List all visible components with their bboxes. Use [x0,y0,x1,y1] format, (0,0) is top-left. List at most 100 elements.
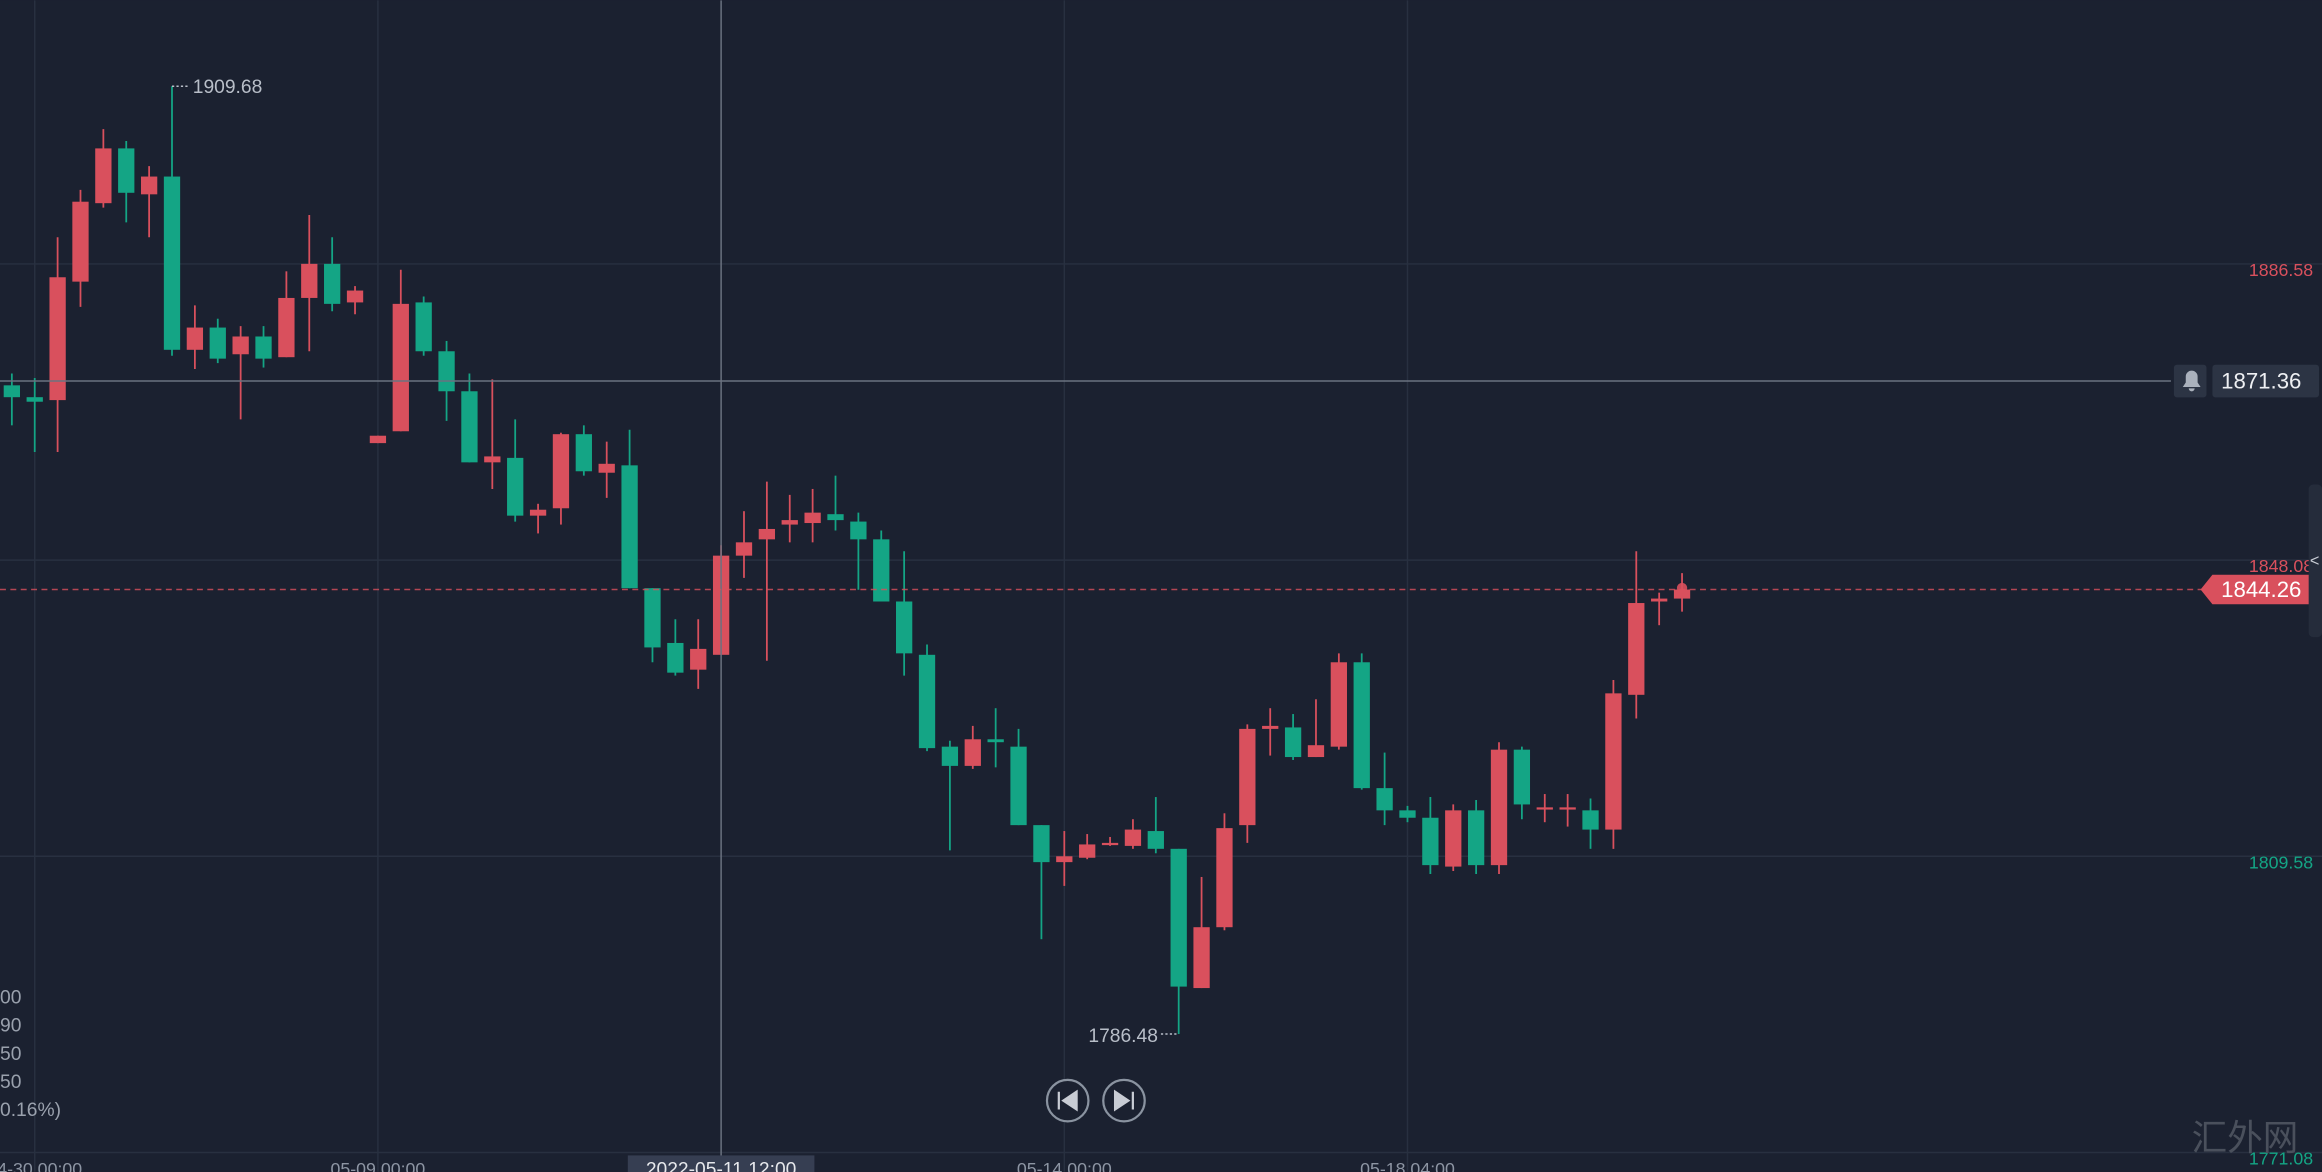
candle-body [1422,817,1439,866]
candle-body [49,277,66,401]
candle-body [1673,589,1691,599]
last-price-dot [1676,582,1688,594]
last-price-tag [2200,574,2312,605]
x-tick-label: 04-30 00:00 [0,1159,82,1172]
candle-body [873,539,890,602]
candle-body [1513,749,1531,805]
candle-body [758,528,776,540]
candle-body [255,336,272,359]
candle-body [1399,810,1416,818]
candle-body [209,327,226,359]
candle-body [1353,662,1370,789]
x-tick-label: 05-14 00:00 [1017,1159,1112,1172]
candle-body [301,263,318,298]
candle-body [140,176,158,195]
candle-body [1079,844,1096,858]
candle-body [232,336,249,355]
candle-body [827,514,844,521]
candle-body [598,463,615,473]
low-label: 1786.48 [1088,1026,1158,1047]
candle-body [186,327,204,350]
candle-body [278,297,295,358]
candle-body [1490,749,1508,866]
candle-body [552,434,570,509]
candle-body [850,521,867,540]
high-label: 1909.68 [193,77,263,98]
candle-body [392,303,409,432]
crosshair-x-label-box [627,1155,815,1172]
candle-body [1376,788,1393,811]
candle-body [1010,746,1027,826]
y-tick-label: 1771.08 [2249,1149,2313,1169]
candle-body [735,542,753,556]
candle-body [964,739,981,766]
candle-body [3,385,20,398]
candle-body [1101,842,1119,846]
watermark: 汇外网 [2192,1118,2299,1158]
candle-body [1330,662,1347,747]
candle-body [690,648,707,670]
candle-body [118,148,135,193]
candle-body [415,302,432,352]
crosshair-y-label-box [2212,364,2320,398]
candle-body [1605,693,1622,830]
candle-body [1536,807,1553,810]
y-tick-label: 1809.58 [2249,852,2313,872]
legend-fragment: 50 [0,1072,21,1093]
candle-body [781,520,798,525]
candle-body [1445,810,1462,867]
candle-body [95,148,112,204]
candle-body [644,588,661,648]
candle-body [346,290,364,303]
bell-icon [2182,370,2201,392]
candle-body [1467,810,1485,866]
scroll-handle[interactable] [2308,484,2322,638]
nav-prev-button[interactable] [1045,1078,1090,1123]
icon [1113,1089,1134,1112]
legend-fragment: 0.16%) [0,1100,61,1121]
candle-body [1147,831,1164,849]
icon [1057,1089,1078,1112]
x-tick-label: 05-18 04:00 [1360,1159,1455,1172]
legend-fragment: 00 [0,987,21,1008]
candle-body [1628,603,1645,695]
last-price-label: 1844.26 [2221,577,2301,602]
candle-body [918,654,936,749]
candle-body [369,435,387,444]
crosshair-y-label: 1871.36 [2221,368,2301,393]
scroll-arrow: < [2310,552,2320,570]
candle-body [163,176,181,350]
candle-body [1216,828,1233,928]
candle-body [438,351,455,392]
candle-body [1170,848,1187,987]
x-tick-label: 05-09 00:00 [330,1159,425,1172]
candle-body [1651,598,1668,602]
legend-fragment: 90 [0,1016,21,1037]
candle-body [461,391,478,463]
nav-next-button[interactable] [1102,1078,1146,1123]
candle-body [667,642,684,673]
candle-body [941,746,959,766]
candle-body [1559,807,1576,810]
y-tick-label: 1848.08 [2249,556,2313,576]
candle-body [804,512,821,524]
candle-body [895,601,913,654]
y-tick-label: 1886.58 [2249,260,2313,280]
candle-body [1307,745,1325,758]
candle-body [484,456,501,463]
candle-body [1262,725,1279,729]
candle-body [1582,810,1599,830]
candle-body [1239,728,1256,826]
candles [3,86,1691,1034]
candle-body [1033,825,1050,863]
candle-body [575,434,592,472]
candle-body [1284,727,1302,758]
candle-body [1193,927,1210,989]
candle-body [72,201,89,282]
candle-body [529,509,547,516]
candle-body [1124,829,1142,846]
